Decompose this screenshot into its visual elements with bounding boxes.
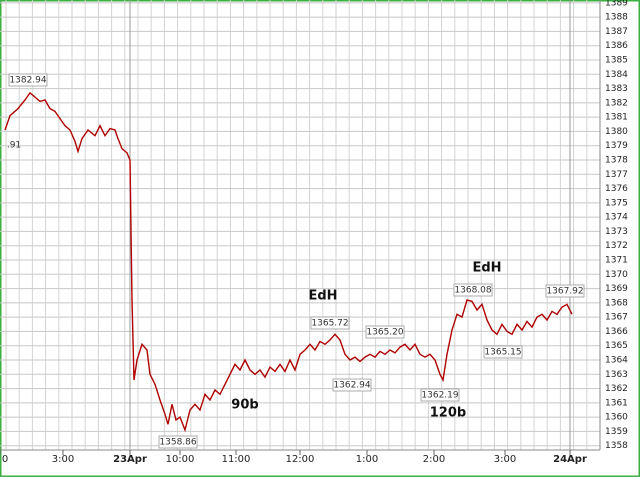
y-tick-label: 1379	[605, 141, 628, 151]
y-tick-label: 1372	[605, 241, 628, 251]
x-tick-label: 0	[2, 454, 8, 465]
annotation: EdH	[472, 261, 501, 276]
price-line	[4, 91, 573, 433]
annotation: 1362.19	[421, 391, 458, 401]
annotation: 1362.94	[333, 381, 370, 391]
y-tick-label: 1365	[605, 341, 628, 351]
x-tick-label: 11:00	[222, 454, 251, 465]
annotation-box	[545, 284, 585, 298]
annotation: 1365.72	[311, 319, 348, 329]
y-tick-label: 1364	[605, 356, 628, 366]
y-tick-label: 1383	[605, 84, 628, 94]
y-tick-label: 1361	[605, 398, 628, 408]
annotation-box	[420, 388, 460, 402]
annotation-box	[158, 435, 198, 449]
y-tick-label: 1389	[605, 0, 628, 8]
annotation: 1382.94	[9, 76, 46, 86]
y-tick-label: 1360	[605, 413, 628, 423]
annotation-box	[453, 283, 493, 297]
y-tick-label: 1388	[605, 13, 628, 23]
y-tick-label: 1381	[605, 113, 628, 123]
y-tick-label: 1366	[605, 327, 628, 337]
annotation-box	[365, 325, 405, 339]
annotation: 120b	[430, 406, 466, 421]
annotation-box	[8, 73, 48, 87]
y-tick-label: 1380	[605, 127, 628, 137]
x-tick-label: 12:00	[286, 454, 315, 465]
y-tick-label: 1363	[605, 370, 628, 380]
annotation: 1367.92	[546, 287, 583, 297]
annotation: 90b	[231, 398, 258, 413]
annotation: 1365.20	[366, 328, 403, 338]
y-tick-label: 1378	[605, 156, 628, 166]
annotation: 1365.15	[484, 348, 521, 358]
y-tick-label: 1377	[605, 170, 628, 180]
y-tick-label: 1371	[605, 256, 628, 266]
y-tick-label: 1385	[605, 56, 628, 66]
x-tick-label: 3:00	[494, 454, 516, 465]
y-tick-label: 1374	[605, 213, 628, 223]
y-tick-label: 1367	[605, 313, 628, 323]
y-tick-label: 1368	[605, 298, 628, 308]
y-tick-label: 1387	[605, 27, 628, 37]
y-tick-label: 1359	[605, 427, 628, 437]
y-tick-label: 1362	[605, 384, 628, 394]
x-tick-label: 24Apr	[553, 454, 587, 465]
annotation-box	[310, 316, 350, 330]
annotation: .91	[7, 141, 21, 151]
annotation: 1358.86	[159, 438, 196, 448]
x-tick-label: 2:00	[423, 454, 445, 465]
x-tick-label: 1:00	[356, 454, 378, 465]
y-tick-label: 1384	[605, 70, 628, 80]
x-tick-label: 10:00	[166, 454, 195, 465]
y-tick-label: 1376	[605, 184, 628, 194]
y-tick-label: 1375	[605, 198, 628, 208]
x-tick-label: 3:00	[52, 454, 74, 465]
x-tick-label: 23Apr	[113, 454, 147, 465]
y-tick-label: 1369	[605, 284, 628, 294]
y-tick-label: 1358	[605, 441, 628, 451]
annotation-box	[332, 378, 372, 392]
y-tick-label: 1373	[605, 227, 628, 237]
annotation-box	[483, 345, 523, 359]
y-tick-label: 1370	[605, 270, 628, 280]
annotation: 1368.08	[454, 286, 491, 296]
y-tick-label: 1382	[605, 98, 628, 108]
y-tick-label: 1386	[605, 41, 628, 51]
minor-grid	[5, 0, 588, 450]
annotation: EdH	[308, 289, 337, 304]
